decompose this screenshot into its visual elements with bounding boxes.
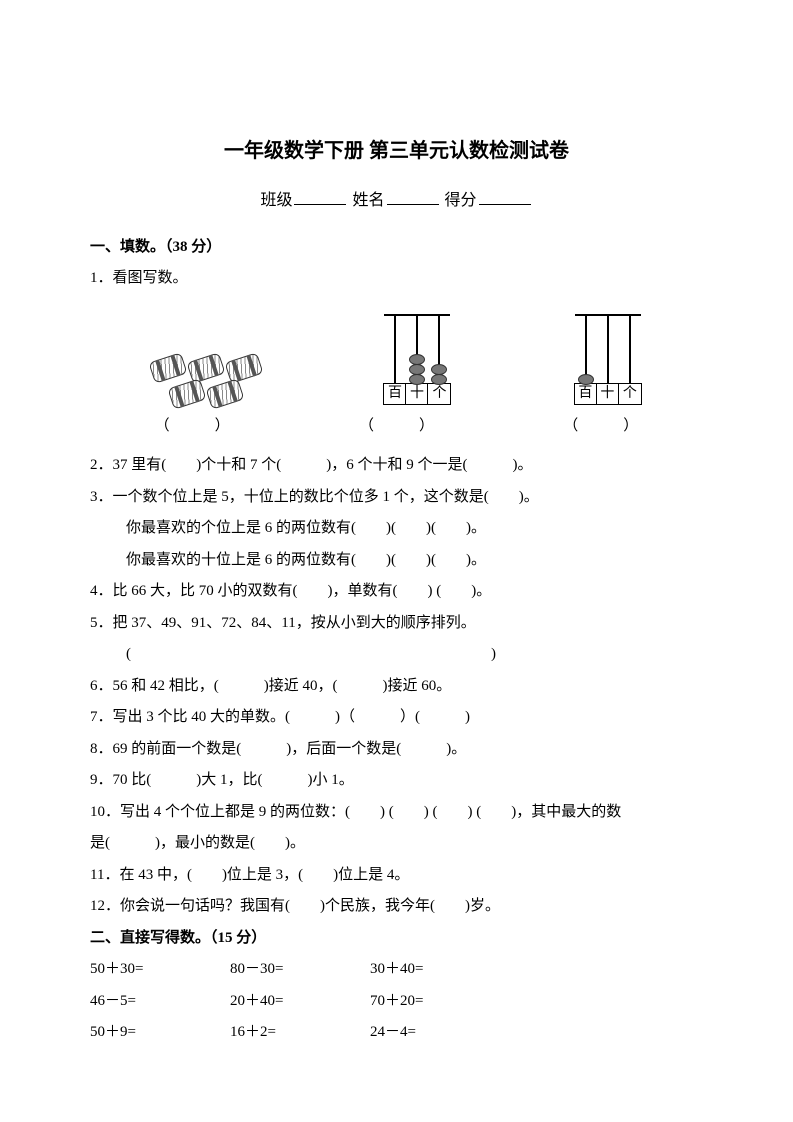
abacus-base: 百 十 个: [383, 383, 451, 405]
abacus-rod-tens: [416, 314, 418, 384]
abacus-rod-tens: [607, 314, 609, 384]
abacus-label-t: 十: [406, 384, 428, 404]
student-info-line: 班级 姓名 得分: [90, 184, 703, 218]
calc-cell[interactable]: 20＋40=: [230, 986, 370, 1018]
abacus-rod-hundreds: [394, 314, 396, 384]
answer-parens-row: （ ） （ ） （ ）: [90, 411, 703, 443]
name-blank[interactable]: [387, 189, 439, 205]
answer-blank[interactable]: （ ）: [541, 411, 661, 443]
stick-bundles: [151, 357, 261, 405]
name-label: 姓名: [352, 192, 384, 209]
q3a: 你最喜欢的个位上是 6 的两位数有( )( )( )。: [90, 513, 703, 545]
calc-cell[interactable]: 70＋20=: [370, 986, 510, 1018]
bundle-icon: [187, 352, 226, 383]
answer-blank[interactable]: （ ）: [132, 411, 252, 443]
bead-icon: [431, 364, 447, 375]
abacus-label-o: 个: [428, 384, 450, 404]
bundle-icon: [206, 378, 245, 409]
abacus-label-o: 个: [619, 384, 641, 404]
section-1-head: 一、填数。（38 分）: [90, 232, 703, 264]
q12: 12．你会说一句话吗？我国有( )个民族，我今年( )岁。: [90, 891, 703, 923]
abacus-2: 百 十 个: [574, 314, 642, 405]
answer-blank[interactable]: （ ）: [336, 411, 456, 443]
q3b: 你最喜欢的十位上是 6 的两位数有( )( )( )。: [90, 545, 703, 577]
calc-grid: 50＋30= 80－30= 30＋40= 46－5= 20＋40= 70＋20=…: [90, 954, 703, 1049]
abacus-rod-ones: [629, 314, 631, 384]
bundle-icon: [225, 352, 264, 383]
q8: 8．69 的前面一个数是( )，后面一个数是( )。: [90, 734, 703, 766]
abacus-base: 百 十 个: [574, 383, 642, 405]
abacus-rod-hundreds: [585, 314, 587, 384]
bundle-icon: [168, 378, 207, 409]
bead-icon: [431, 374, 447, 385]
score-label: 得分: [445, 192, 477, 209]
calc-cell[interactable]: 30＋40=: [370, 954, 510, 986]
bead-icon: [578, 374, 594, 385]
q7: 7．写出 3 个比 40 大的单数。( )（ ）( ): [90, 702, 703, 734]
q10: 10．写出 4 个个位上都是 9 的两位数：( ) ( ) ( ) ( )，其中…: [90, 797, 703, 829]
abacus-label-t: 十: [597, 384, 619, 404]
q2: 2．37 里有( )个十和 7 个( )，6 个十和 9 个一是( )。: [90, 450, 703, 482]
class-label: 班级: [260, 192, 292, 209]
abacus-1: 百 十 个: [383, 314, 451, 405]
calc-cell[interactable]: 80－30=: [230, 954, 370, 986]
abacus-rod-ones: [438, 314, 440, 384]
q5: 5．把 37、49、91、72、84、11，按从小到大的顺序排列。: [90, 608, 703, 640]
q3: 3．一个数个位上是 5，十位上的数比个位多 1 个，这个数是( )。: [90, 482, 703, 514]
q1: 1．看图写数。: [90, 263, 703, 295]
page-title: 一年级数学下册 第三单元认数检测试卷: [90, 130, 703, 172]
q6: 6．56 和 42 相比，( )接近 40，( )接近 60。: [90, 671, 703, 703]
calc-cell[interactable]: 16＋2=: [230, 1017, 370, 1049]
bead-icon: [409, 354, 425, 365]
bead-icon: [409, 374, 425, 385]
calc-cell[interactable]: 46－5=: [90, 986, 230, 1018]
calc-cell[interactable]: 50＋30=: [90, 954, 230, 986]
abacus-label-h: 百: [384, 384, 406, 404]
q4: 4．比 66 大，比 70 小的双数有( )，单数有( ) ( )。: [90, 576, 703, 608]
q5-blank[interactable]: ( ): [90, 639, 703, 671]
section-2-head: 二、直接写得数。（15 分）: [90, 923, 703, 955]
score-blank[interactable]: [479, 189, 531, 205]
q10b: 是( )，最小的数是( )。: [90, 828, 703, 860]
bead-icon: [409, 364, 425, 375]
figure-row: 百 十 个 百 十 个: [90, 305, 703, 405]
class-blank[interactable]: [294, 189, 346, 205]
q9: 9．70 比( )大 1，比( )小 1。: [90, 765, 703, 797]
q11: 11．在 43 中，( )位上是 3，( )位上是 4。: [90, 860, 703, 892]
calc-cell[interactable]: 24－4=: [370, 1017, 510, 1049]
bundle-icon: [149, 352, 188, 383]
calc-cell[interactable]: 50＋9=: [90, 1017, 230, 1049]
abacus-label-h: 百: [575, 384, 597, 404]
